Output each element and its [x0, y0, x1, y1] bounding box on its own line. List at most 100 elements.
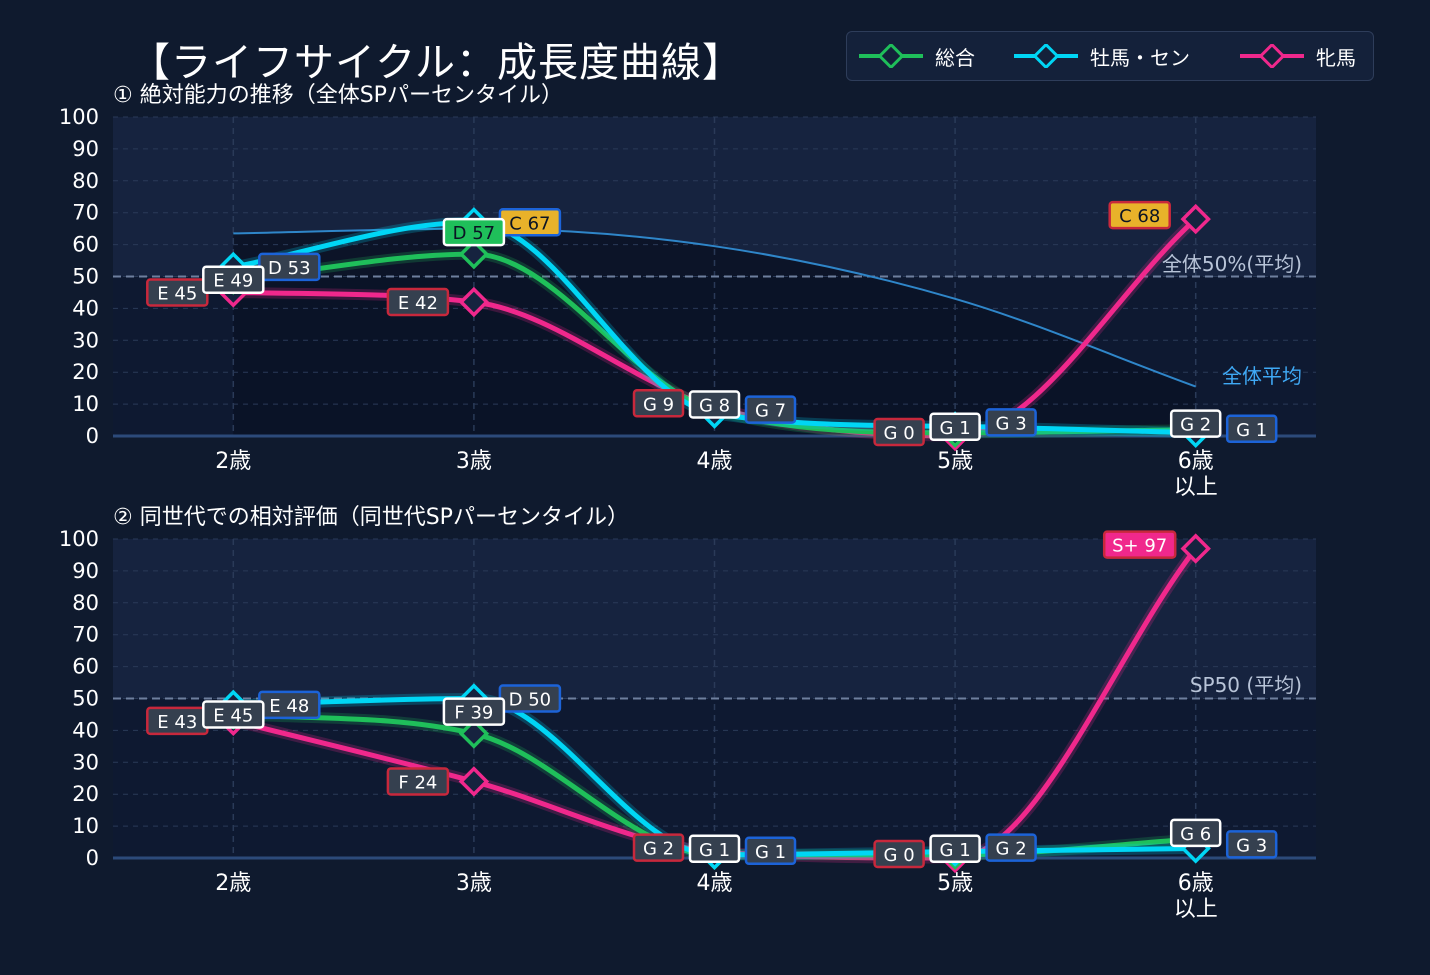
y-tick-label: 40 — [72, 718, 99, 742]
value-label: G 0 — [884, 423, 915, 444]
value-label-box — [873, 839, 925, 869]
point-marker — [458, 718, 490, 749]
x-tick-label: 3歳 — [456, 449, 492, 474]
value-label: G 0 — [884, 845, 915, 866]
x-tick-label: 5歳 — [937, 871, 973, 896]
panel-subtitle: ② 同世代での相対評価（同世代SPパーセンタイル） — [113, 505, 629, 530]
legend-label-female: 牝馬 — [1316, 45, 1356, 70]
value-label: D 50 — [509, 690, 552, 711]
y-tick-label: 10 — [72, 814, 99, 838]
value-label-box — [985, 408, 1037, 437]
value-label: E 49 — [213, 271, 253, 292]
value-label-box — [632, 833, 685, 862]
value-label: C 68 — [1119, 206, 1160, 227]
value-label: E 42 — [398, 293, 438, 314]
y-tick-label: 60 — [72, 655, 99, 679]
value-label-box — [1225, 414, 1278, 444]
value-label-box — [1108, 200, 1171, 230]
below-average-band — [113, 698, 1316, 858]
value-label-box — [442, 217, 506, 247]
value-label-box — [929, 834, 981, 864]
x-tick-label: 5歳 — [937, 449, 973, 474]
y-tick-label: 70 — [72, 623, 99, 647]
chart-title: 【ライフサイクル：成長度曲線】 — [130, 40, 743, 86]
value-label-box — [442, 697, 506, 726]
x-tick-label: 6歳 — [1178, 449, 1214, 474]
x-tick-label: 2歳 — [215, 449, 251, 474]
panel-subtitle: ① 絶対能力の推移（全体SPパーセンタイル） — [113, 83, 563, 108]
value-label-box — [202, 265, 265, 294]
value-label-box — [386, 767, 450, 796]
value-label: G 1 — [1236, 420, 1267, 441]
x-tick-label: 以上 — [1174, 897, 1218, 922]
value-label-box — [1169, 409, 1222, 438]
y-tick-label: 20 — [72, 360, 99, 384]
value-label: G 6 — [1180, 824, 1211, 845]
y-tick-label: 50 — [72, 265, 99, 289]
x-tick-label: 4歳 — [697, 871, 733, 896]
x-tick-label: 3歳 — [456, 871, 492, 896]
point-marker — [458, 238, 490, 270]
value-label-box — [929, 412, 981, 442]
legend-item-male[interactable]: 牡馬・セン — [1014, 32, 1190, 80]
value-label: C 67 — [509, 213, 550, 234]
y-tick-label: 70 — [72, 201, 99, 225]
reference-line-label: 全体50%(平均) — [1162, 252, 1302, 276]
legend-label-male: 牡馬・セン — [1090, 45, 1190, 70]
y-tick-label: 30 — [72, 328, 99, 352]
value-label: G 8 — [699, 395, 730, 416]
legend-swatch-overall — [859, 44, 923, 68]
value-label: E 43 — [157, 712, 197, 733]
value-label: F 39 — [454, 703, 493, 724]
y-tick-label: 80 — [72, 591, 99, 615]
value-label-box — [1169, 818, 1222, 848]
y-tick-label: 10 — [72, 392, 99, 416]
value-label: G 3 — [1236, 835, 1267, 856]
legend-item-overall[interactable]: 総合 — [859, 32, 975, 80]
value-label-box — [873, 417, 925, 447]
value-label: E 48 — [269, 696, 309, 717]
y-tick-label: 0 — [86, 424, 99, 448]
value-label: G 2 — [1180, 415, 1211, 436]
value-label: G 3 — [996, 413, 1027, 434]
value-label: F 24 — [398, 772, 437, 793]
value-label: G 2 — [643, 839, 674, 860]
x-tick-label: 4歳 — [697, 449, 733, 474]
value-label: G 7 — [755, 401, 786, 422]
point-marker — [458, 286, 490, 318]
x-tick-label: 2歳 — [215, 871, 251, 896]
value-label: G 2 — [996, 839, 1027, 860]
value-label: E 45 — [157, 283, 197, 304]
value-label-box — [386, 287, 450, 317]
average-curve-label: 全体平均 — [1222, 364, 1302, 388]
y-tick-label: 40 — [72, 296, 99, 320]
value-label-box — [744, 395, 797, 424]
value-label-box — [1102, 530, 1177, 559]
value-label: G 1 — [940, 418, 971, 439]
value-label-box — [985, 833, 1037, 862]
value-label-box — [202, 700, 265, 729]
legend-swatch-female — [1240, 44, 1304, 68]
value-label: D 57 — [453, 223, 496, 244]
value-label: G 1 — [755, 842, 786, 863]
point-marker — [1180, 533, 1211, 564]
value-label-box — [1225, 830, 1278, 859]
y-tick-label: 30 — [72, 750, 99, 774]
y-tick-label: 100 — [59, 105, 99, 129]
y-tick-label: 60 — [72, 233, 99, 257]
value-label-box — [688, 834, 741, 864]
x-tick-label: 6歳 — [1178, 871, 1214, 896]
legend: 総合 牡馬・セン 牝馬 — [846, 31, 1374, 81]
value-label-box — [688, 390, 741, 419]
y-tick-label: 0 — [86, 846, 99, 870]
y-tick-label: 100 — [59, 527, 99, 551]
legend-label-overall: 総合 — [935, 45, 975, 70]
value-label-box — [632, 389, 685, 418]
legend-item-female[interactable]: 牝馬 — [1240, 32, 1356, 80]
y-tick-label: 90 — [72, 559, 99, 583]
value-label: G 9 — [643, 394, 674, 415]
reference-line-label: SP50 (平均) — [1190, 673, 1302, 697]
